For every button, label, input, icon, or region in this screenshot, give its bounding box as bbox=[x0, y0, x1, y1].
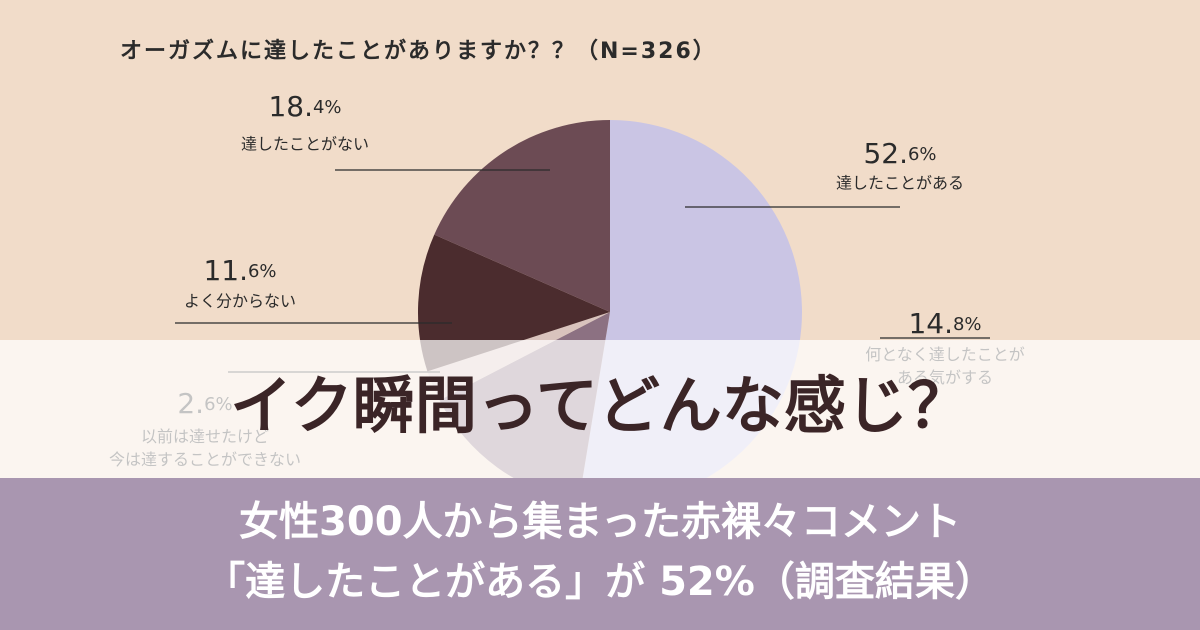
subtitle-band bbox=[0, 478, 1200, 630]
value-label: 18.4% bbox=[268, 90, 341, 123]
category-label: 達したことがない bbox=[241, 135, 369, 154]
headline-band bbox=[0, 340, 1200, 478]
pie-slice bbox=[418, 234, 610, 372]
category-label: よく分からない bbox=[184, 292, 296, 311]
pie-slice bbox=[434, 120, 610, 312]
subtitle-line: 「達したことがある」が 52%（調査結果） bbox=[205, 559, 995, 605]
subtitle-line: 女性300人から集まった赤裸々コメント bbox=[239, 499, 961, 545]
category-label: 達したことがある bbox=[836, 174, 964, 193]
chart-title: オーガズムに達したことがありますか？？（N=326） bbox=[120, 38, 717, 64]
value-label: 52.6% bbox=[863, 137, 936, 170]
headline: イク瞬間ってどんな感じ？ bbox=[230, 369, 970, 442]
value-label: 14.8% bbox=[908, 307, 981, 340]
value-label: 11.6% bbox=[203, 254, 276, 287]
